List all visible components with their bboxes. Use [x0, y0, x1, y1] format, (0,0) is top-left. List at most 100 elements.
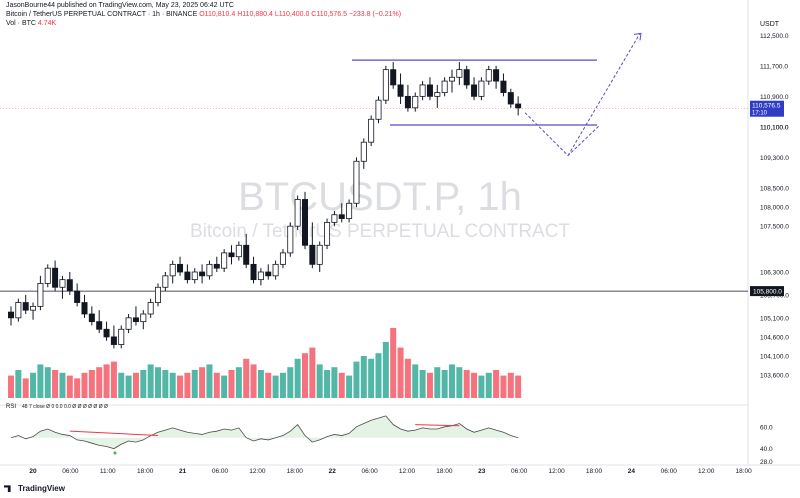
last-price-tag: [750, 100, 784, 117]
volume-bar: [22, 378, 29, 398]
candle-body: [66, 279, 73, 292]
time-tick-label: 18:00: [436, 468, 453, 475]
volume-bar: [478, 375, 485, 398]
time-tick-label: 12:00: [698, 468, 715, 475]
candle-body: [81, 302, 88, 315]
volume-bar: [302, 353, 308, 398]
volume-bar: [500, 375, 507, 398]
candle-body: [493, 69, 500, 82]
volume-bar: [147, 364, 154, 398]
time-tick-label: 18:00: [137, 468, 154, 475]
candle-body: [419, 84, 426, 97]
price-tick-label: 112,500.0: [760, 33, 789, 40]
volume-bars: [8, 328, 522, 398]
volume-bar: [279, 372, 286, 398]
projected-dip-path: [524, 112, 601, 157]
volume-bar: [169, 372, 176, 398]
volume-bar: [507, 372, 514, 398]
volume-bar: [382, 342, 389, 398]
channel-drawing[interactable]: [352, 32, 642, 157]
time-tick-label: 18:00: [586, 468, 603, 475]
volume-bar: [184, 372, 191, 398]
price-tick-label: 109,300.0: [760, 155, 789, 162]
volume-bar: [265, 372, 272, 398]
time-tick-label: 12:00: [399, 468, 416, 475]
volume-bar: [103, 364, 110, 398]
rsi-line: [10, 415, 519, 450]
candle-body: [162, 275, 169, 288]
volume-bar: [243, 358, 250, 398]
candle-body: [206, 263, 213, 277]
rsi-tick-label: 40.0: [760, 446, 773, 453]
time-tick-label: 06:00: [661, 468, 678, 475]
candle-body: [169, 263, 176, 277]
candle-body: [250, 263, 257, 281]
rsi-divergence-line: [69, 430, 159, 437]
candle-body: [463, 69, 470, 86]
candle-body: [338, 214, 345, 219]
candle-body: [390, 69, 397, 86]
tradingview-logo[interactable]: TradingView: [4, 484, 65, 493]
candle-body: [353, 160, 360, 204]
volume-bar: [316, 364, 323, 398]
volume-bar: [324, 370, 331, 398]
horizontal-line-price: 105,800.0: [753, 289, 782, 296]
candle-body: [360, 141, 367, 162]
candle-body: [147, 302, 154, 315]
candle-countdown: 17:10: [752, 111, 768, 117]
candle-body: [434, 92, 441, 97]
candle-body: [456, 69, 463, 78]
projected-rally-path: [567, 33, 641, 156]
time-tick-label: 18:00: [735, 468, 752, 475]
volume-bar: [66, 375, 73, 398]
price-tick-label: 103,600.0: [760, 373, 789, 380]
price-tick-label: 107,500.0: [760, 224, 789, 231]
candle-body: [287, 225, 294, 254]
candle-body: [426, 84, 433, 97]
candle-body: [500, 80, 507, 93]
volume-label[interactable]: Vol · BTC: [6, 20, 36, 27]
time-tick-label: 11:00: [100, 468, 116, 475]
candle-body: [316, 244, 323, 265]
volume-bar: [30, 372, 37, 398]
volume-bar: [74, 378, 81, 398]
volume-bar: [15, 370, 22, 398]
candle-body: [110, 336, 117, 345]
volume-bar: [140, 370, 147, 398]
volume-bar: [177, 375, 184, 398]
rsi-params: 48 7 close Ø 0 0.0 0.0 Ø Ø Ø Ø Ø Ø Ø: [22, 404, 108, 410]
volume-bar: [287, 367, 294, 398]
volume-bar: [515, 375, 522, 398]
candle-body: [441, 80, 448, 93]
rsi-divergence-line: [415, 424, 460, 427]
price-labels: 110,576.517:10 110,100.0 105,800.0: [750, 100, 789, 297]
time-tick-label: 20: [29, 468, 37, 475]
candle-body: [30, 305, 37, 311]
time-tick-label: 06:00: [212, 468, 229, 475]
candle-body: [404, 95, 411, 109]
candle-body: [507, 92, 514, 105]
volume-legend: Vol · BTC 4.74K: [6, 20, 56, 27]
volume-bar: [412, 364, 419, 398]
volume-bar: [162, 370, 169, 398]
time-tick-label: 06:00: [511, 468, 528, 475]
symbol-title[interactable]: Bitcoin / TetherUS PERPETUAL CONTRACT · …: [6, 11, 198, 18]
price-tick-label: 110,100.0: [760, 124, 789, 131]
time-tick-label: 24: [628, 468, 636, 475]
horizontal-line-tag: [750, 286, 784, 297]
volume-bar: [331, 367, 338, 398]
volume-bar: [493, 370, 500, 398]
volume-value: 4.74K: [37, 20, 57, 27]
volume-bar: [8, 375, 14, 398]
volume-bar: [235, 367, 242, 398]
candle-body: [257, 271, 264, 281]
time-tick-label: 22: [329, 468, 337, 475]
volume-bar: [294, 358, 301, 398]
volume-bar: [191, 370, 198, 398]
publish-line: JasonBourne44 published on TradingView.c…: [6, 2, 234, 9]
rsi-label: RSI: [6, 404, 16, 410]
candle-body: [74, 290, 81, 303]
candle-body: [324, 221, 331, 246]
volume-bar: [309, 347, 316, 398]
